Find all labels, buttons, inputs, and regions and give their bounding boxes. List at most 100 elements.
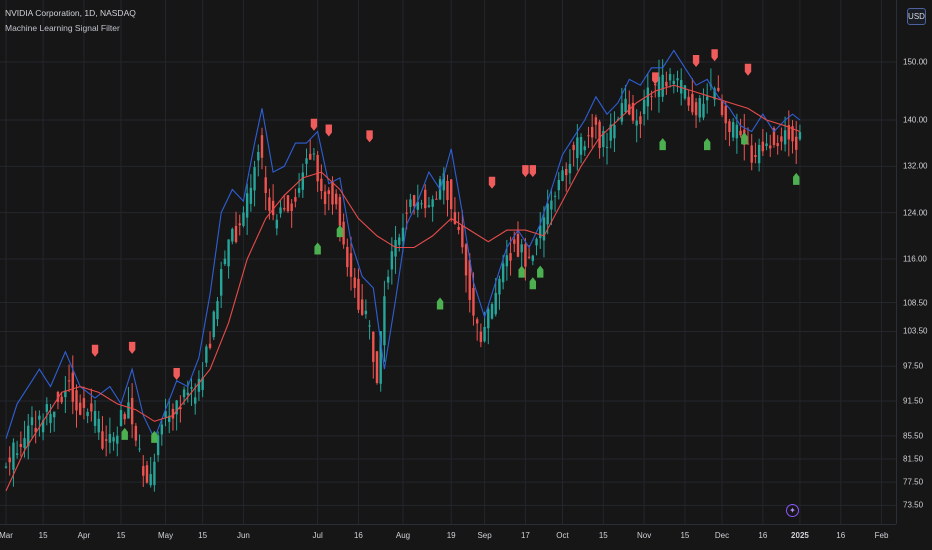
- sell-signal-marker: [529, 165, 537, 178]
- candle-body: [294, 197, 297, 202]
- date-tick-label: Oct: [556, 531, 569, 540]
- candle-body: [457, 226, 460, 230]
- candle-body: [642, 99, 646, 114]
- candle-body: [557, 180, 560, 191]
- candle-body: [175, 400, 178, 415]
- candle-body: [654, 83, 657, 86]
- candle-body: [145, 465, 149, 483]
- candle-body: [509, 253, 512, 261]
- buy-signal-marker: [703, 138, 711, 151]
- info-icon[interactable]: ✦: [786, 504, 799, 517]
- candle-body: [260, 135, 264, 158]
- candle-body: [427, 205, 431, 207]
- candle-body: [186, 392, 189, 395]
- candle-body: [769, 145, 772, 149]
- currency-button[interactable]: USD: [907, 8, 926, 25]
- date-tick-label: Jun: [236, 531, 250, 540]
- candle-body: [305, 158, 308, 164]
- price-tick-label: 91.50: [903, 396, 924, 406]
- candle-body: [112, 437, 115, 442]
- candle-body: [453, 212, 457, 224]
- candle-body: [357, 278, 360, 310]
- candle-body: [635, 120, 638, 126]
- candle-body: [316, 154, 319, 182]
- candle-body: [38, 415, 41, 420]
- candle-body: [761, 141, 765, 152]
- price-tick-label: 116.00: [903, 254, 927, 264]
- candle-body: [82, 398, 86, 408]
- candle-body: [223, 258, 227, 265]
- candle-body: [219, 269, 223, 296]
- candle-body: [565, 168, 568, 176]
- candle-body: [290, 203, 293, 211]
- candle-body: [475, 319, 479, 324]
- candle-body: [197, 378, 201, 392]
- price-tick-label: 103.50: [903, 326, 928, 336]
- candle-body: [665, 81, 668, 87]
- candle-body: [320, 178, 323, 192]
- candle-body: [227, 239, 230, 267]
- candle-body: [516, 233, 520, 257]
- date-tick-label: 15: [116, 531, 126, 540]
- candle-body: [104, 439, 108, 441]
- date-tick-label: Dec: [714, 531, 730, 540]
- date-tick-label: Aug: [395, 531, 411, 540]
- candle-body: [301, 172, 304, 190]
- candle-body: [420, 203, 423, 205]
- candle-body: [650, 96, 653, 98]
- candle-body: [153, 461, 156, 486]
- candle-body: [590, 126, 594, 138]
- candle-body: [424, 189, 427, 209]
- price-tick-label: 150.00: [903, 57, 928, 67]
- price-tick-label: 85.50: [903, 431, 924, 441]
- sell-signal-marker: [91, 344, 99, 357]
- candle-body: [472, 288, 475, 316]
- candle-body: [245, 193, 249, 218]
- candle-body: [360, 299, 364, 315]
- candle-body: [101, 431, 104, 449]
- date-tick-label: 19: [446, 531, 456, 540]
- candle-body: [45, 404, 49, 412]
- date-tick-label: Jul: [312, 531, 323, 540]
- sell-signal-marker: [744, 63, 752, 76]
- candle-body: [524, 244, 527, 267]
- buy-signal-marker: [314, 242, 321, 255]
- candle-body: [108, 433, 112, 443]
- candle-body: [234, 225, 238, 243]
- candle-body: [594, 117, 598, 125]
- candle-body: [687, 96, 690, 106]
- price-tick-label: 140.00: [903, 115, 928, 125]
- candle-body: [680, 80, 683, 94]
- candles: [4, 59, 802, 492]
- date-tick-label: May: [157, 531, 174, 540]
- candle-body: [268, 197, 271, 211]
- date-tick-label: Feb: [874, 531, 889, 540]
- candle-body: [394, 240, 397, 257]
- candle-body: [171, 408, 175, 419]
- candle-body: [412, 195, 416, 207]
- candle-body: [731, 122, 735, 138]
- candle-body: [620, 103, 624, 122]
- candle-body: [542, 217, 546, 241]
- candle-body: [446, 181, 449, 201]
- sell-signal-marker: [522, 165, 529, 178]
- sell-signal-marker: [128, 341, 136, 354]
- buy-signal-marker: [518, 265, 525, 278]
- buy-signal-marker: [336, 225, 344, 238]
- candle-body: [97, 418, 100, 433]
- candle-body: [283, 208, 286, 210]
- candle-body: [201, 377, 204, 390]
- candle-body: [624, 98, 627, 113]
- candle-body: [372, 331, 375, 362]
- candle-body: [53, 411, 56, 418]
- candle-body: [646, 87, 650, 107]
- buy-signal-marker: [741, 132, 748, 145]
- buy-signal-marker: [537, 265, 544, 278]
- candle-body: [71, 372, 74, 402]
- candle-body: [160, 424, 164, 435]
- candle-body: [138, 448, 141, 450]
- sell-signal-marker: [652, 72, 659, 85]
- candle-body: [494, 292, 497, 315]
- date-tick-label: 17: [520, 531, 530, 540]
